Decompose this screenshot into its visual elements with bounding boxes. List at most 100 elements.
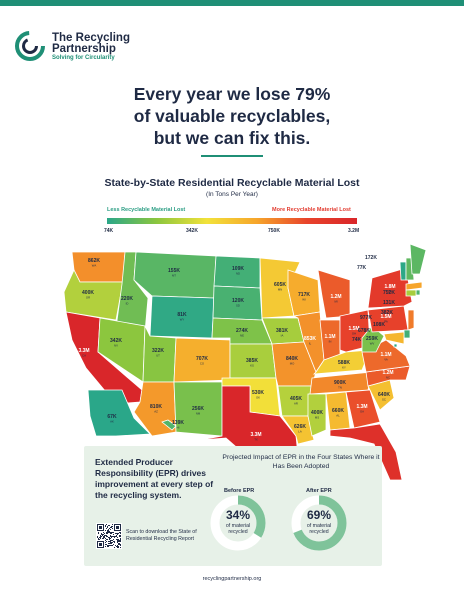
state-abbr-tn: TN bbox=[338, 386, 342, 390]
state-value-ok: 530K bbox=[252, 390, 264, 396]
state-abbr-mi: MI bbox=[334, 300, 337, 304]
callout-ma: 752K bbox=[383, 290, 395, 296]
state-abbr-hi: HI bbox=[177, 426, 180, 430]
callout-vt: 77K bbox=[357, 265, 367, 271]
state-abbr-va: VA bbox=[384, 358, 388, 362]
state-value-nm: 256K bbox=[192, 406, 204, 412]
state-abbr-al: AL bbox=[336, 414, 340, 418]
state-value-ga: 1.3M bbox=[356, 404, 367, 410]
before-epr-caption: of material recycled bbox=[209, 523, 267, 535]
state-abbr-wy: WY bbox=[180, 318, 185, 322]
recycling-partnership-logo-icon bbox=[15, 31, 45, 61]
state-abbr-ga: GA bbox=[360, 410, 364, 414]
before-epr-label: Before EPR bbox=[224, 488, 255, 494]
callout-de: 108K bbox=[373, 322, 385, 328]
epr-panel: Extended Producer Responsibility (EPR) d… bbox=[84, 446, 382, 566]
brand-logo[interactable]: The Recycling Partnership Solving for Ci… bbox=[14, 30, 164, 64]
state-value-wy: 81K bbox=[177, 312, 187, 318]
map-subtitle: (In Tons Per Year) bbox=[206, 191, 258, 198]
state-abbr-ar: AR bbox=[294, 402, 298, 406]
state-abbr-nm: NM bbox=[196, 412, 201, 416]
state-abbr-ne: NE bbox=[240, 334, 244, 338]
state-vt bbox=[399, 261, 407, 281]
state-value-tx: 3.3M bbox=[250, 432, 261, 438]
state-abbr-wa: WA bbox=[92, 264, 97, 268]
after-caption-line1: of material bbox=[306, 523, 332, 529]
state-abbr-mo: MO bbox=[290, 362, 295, 366]
state-value-id: 220K bbox=[121, 296, 133, 302]
state-value-wv: 259K bbox=[366, 336, 378, 342]
state-abbr-sc: SC bbox=[382, 398, 386, 402]
brand-name-line1: The Recycling bbox=[52, 32, 130, 44]
state-ak bbox=[87, 389, 151, 437]
callout-ri: 131K bbox=[383, 300, 395, 306]
after-epr-caption: of material recycled bbox=[290, 523, 348, 535]
after-epr-percent: 69% bbox=[306, 508, 332, 522]
top-accent-bar bbox=[0, 0, 464, 6]
headline-line2: of valuable recyclables, bbox=[133, 106, 331, 126]
state-abbr-ut: UT bbox=[156, 354, 160, 358]
state-abbr-ms: MS bbox=[315, 416, 319, 420]
state-value-ky: 588K bbox=[338, 360, 350, 366]
footer-website-link[interactable]: recyclingpartnership.org bbox=[202, 576, 262, 582]
state-md bbox=[383, 331, 405, 345]
brand-name: The Recycling Partnership bbox=[52, 32, 130, 55]
page-headline: Every year we lose 79% of valuable recyc… bbox=[0, 83, 464, 149]
state-value-ca: 3.3M bbox=[78, 348, 89, 354]
state-abbr-co: CO bbox=[200, 362, 205, 366]
state-value-wa: 862K bbox=[88, 258, 100, 264]
state-abbr-ks: KS bbox=[250, 364, 254, 368]
state-value-ak: 67K bbox=[107, 414, 117, 420]
state-value-mt: 155K bbox=[168, 268, 180, 274]
state-value-nd: 109K bbox=[232, 266, 244, 272]
state-value-co: 707K bbox=[196, 356, 208, 362]
state-nj bbox=[407, 309, 415, 331]
scan-to-download-text: Scan to download the State of Residentia… bbox=[126, 529, 197, 542]
state-dc bbox=[393, 343, 398, 348]
state-wv bbox=[361, 325, 385, 353]
state-value-mi: 1.2M bbox=[330, 294, 341, 300]
state-value-hi: 139K bbox=[172, 420, 184, 426]
state-abbr-nd: ND bbox=[236, 272, 240, 276]
after-epr-label: After EPR bbox=[306, 488, 332, 494]
state-value-ks: 385K bbox=[246, 358, 258, 364]
state-value-ar: 405K bbox=[290, 396, 302, 402]
state-fl bbox=[329, 423, 403, 481]
state-me bbox=[409, 243, 427, 275]
state-abbr-nc: NC bbox=[386, 376, 390, 380]
state-value-oh: 1.5M bbox=[348, 326, 359, 332]
legend-gradient-bar bbox=[107, 218, 357, 224]
state-abbr-ca: CA bbox=[82, 354, 86, 358]
after-epr-donut bbox=[291, 495, 347, 551]
state-value-sc: 640K bbox=[378, 392, 390, 398]
state-abbr-la: LA bbox=[298, 430, 302, 434]
state-value-wi: 717K bbox=[298, 292, 310, 298]
state-hi bbox=[161, 419, 177, 431]
state-value-in: 1.1M bbox=[324, 334, 335, 340]
state-abbr-mn: MN bbox=[278, 288, 282, 292]
brand-name-line2: Partnership bbox=[52, 43, 116, 55]
state-value-nc: 1.2M bbox=[382, 370, 393, 376]
legend-tick-max: 3.2M bbox=[348, 228, 360, 234]
state-value-pa: 1.5M bbox=[380, 314, 391, 320]
brand-tagline: Solving for Circularity bbox=[52, 55, 115, 61]
state-ct bbox=[405, 289, 417, 297]
headline-divider bbox=[201, 155, 263, 157]
state-abbr-ak: AK bbox=[110, 420, 114, 424]
headline-line3: but we can fix this. bbox=[153, 128, 311, 148]
state-value-al: 660K bbox=[332, 408, 344, 414]
state-de bbox=[403, 329, 411, 339]
state-abbr-ky: KY bbox=[342, 366, 346, 370]
callout-dc: 74K bbox=[352, 337, 362, 343]
state-value-ia: 381K bbox=[276, 328, 288, 334]
state-mi bbox=[317, 269, 351, 319]
state-or bbox=[63, 269, 124, 321]
state-abbr-wv: WV bbox=[370, 342, 375, 346]
state-value-mn: 605K bbox=[274, 282, 286, 288]
qr-code-icon[interactable] bbox=[96, 523, 122, 549]
state-value-ut: 322K bbox=[152, 348, 164, 354]
state-ma bbox=[405, 281, 423, 291]
map-title: State-by-State Residential Recyclable Ma… bbox=[104, 177, 360, 189]
state-value-az: 810K bbox=[150, 404, 162, 410]
legend-tick-2: 342K bbox=[186, 228, 198, 234]
